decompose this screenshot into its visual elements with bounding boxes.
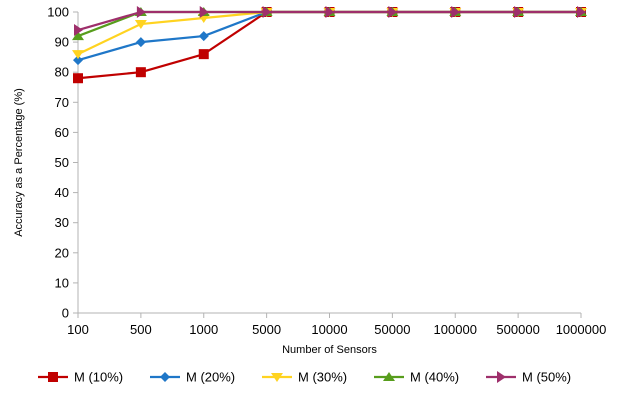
- y-tick-label: 70: [55, 95, 69, 110]
- series-5-point: [388, 6, 398, 18]
- y-tick-label: 10: [55, 275, 69, 290]
- series-layer: [72, 6, 587, 84]
- legend-item: M (20%): [150, 370, 235, 385]
- series-5: [74, 6, 586, 37]
- legend-label: M (40%): [410, 370, 459, 385]
- axes: [77, 12, 581, 314]
- series-1-point: [135, 67, 146, 78]
- y-tick-label: 30: [55, 215, 69, 230]
- series-2-line: [77, 10, 581, 62]
- y-tick-label: 90: [55, 35, 69, 50]
- series-1-point: [73, 73, 83, 84]
- series-2-point: [198, 31, 209, 42]
- series-4-point: [72, 31, 84, 41]
- legend-label: M (30%): [298, 370, 347, 385]
- legend-swatch-marker: [271, 373, 283, 382]
- series-2-point: [135, 37, 146, 48]
- x-tick-label: 5000: [252, 322, 281, 337]
- x-ticks: 100 500 1000 5000 10000 50000 100000 500000 1000…: [67, 313, 606, 337]
- series-5-point: [325, 6, 335, 18]
- x-tick-label: 10000: [311, 322, 347, 337]
- y-tick-label: 80: [55, 65, 69, 80]
- x-tick-label: 1000000: [556, 322, 607, 337]
- x-tick-label: 100000: [434, 322, 477, 337]
- x-tick-label: 500: [130, 322, 152, 337]
- x-tick-label: 100: [67, 322, 89, 337]
- y-tick-label: 50: [55, 155, 69, 170]
- series-5-point: [262, 6, 272, 18]
- series-5-point: [136, 6, 146, 18]
- legend-item: M (30%): [262, 370, 347, 385]
- series-1: [73, 7, 586, 84]
- series-5-point: [451, 6, 461, 18]
- y-tick-label: 100: [47, 5, 69, 20]
- legend-swatch-marker: [383, 372, 395, 381]
- legend-item: M (40%): [374, 370, 459, 385]
- y-tick-label: 40: [55, 185, 69, 200]
- x-axis-title: Number of Sensors: [282, 344, 377, 356]
- legend-label: M (20%): [186, 370, 235, 385]
- legend-swatch-marker: [160, 372, 170, 382]
- y-axis-title-group: Accuracy as a Percentage (%): [13, 88, 25, 237]
- series-3-line: [77, 10, 581, 56]
- y-tick-label: 20: [55, 245, 69, 260]
- series-5-point: [199, 6, 209, 18]
- legend-item: M (10%): [38, 370, 123, 385]
- series-3-point: [134, 20, 147, 30]
- x-tick-label: 500000: [496, 322, 539, 337]
- series-5-point: [74, 24, 83, 37]
- legend-label: M (10%): [74, 370, 123, 385]
- legend-label: M (50%): [522, 370, 571, 385]
- y-tick-label: 60: [55, 125, 69, 140]
- legend-swatch-marker: [497, 371, 506, 383]
- y-tick-label: 0: [62, 306, 69, 321]
- series-5-point: [577, 6, 586, 18]
- legend-item: M (50%): [486, 370, 571, 385]
- x-tick-label: 1000: [189, 322, 218, 337]
- series-1-point: [198, 49, 209, 60]
- x-tick-label: 50000: [374, 322, 410, 337]
- y-axis-title: Accuracy as a Percentage (%): [13, 88, 25, 237]
- y-ticks: 0 10 20 30 40 50 60 70 80 90 100: [47, 5, 78, 321]
- series-3-point: [72, 50, 84, 60]
- series-2-point: [73, 55, 83, 66]
- series-5-point: [514, 6, 524, 18]
- legend: M (10%) M (20%) M (30%) M (40%) M (50%): [38, 370, 571, 385]
- legend-swatch-marker: [48, 372, 58, 382]
